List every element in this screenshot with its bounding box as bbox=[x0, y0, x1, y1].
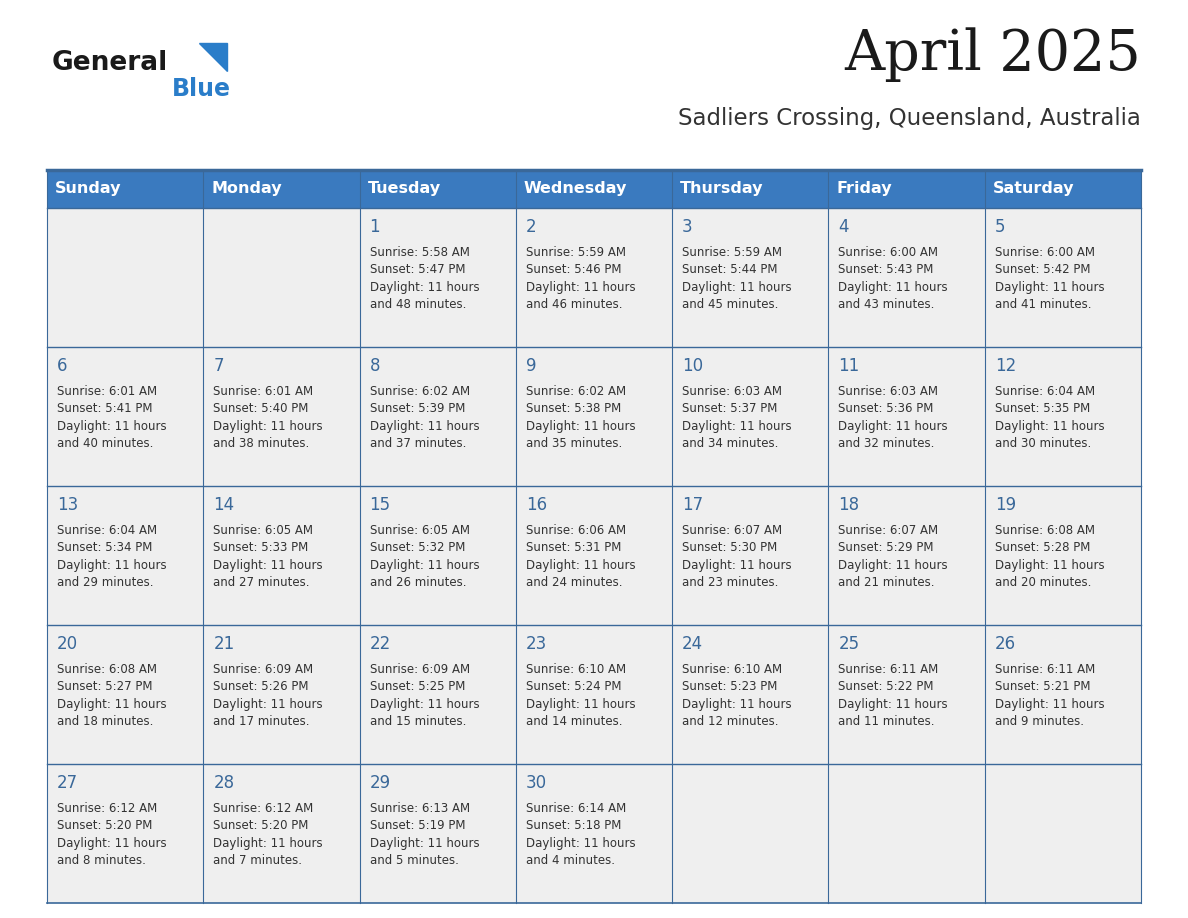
Text: Sunrise: 5:59 AM
Sunset: 5:46 PM
Daylight: 11 hours
and 46 minutes.: Sunrise: 5:59 AM Sunset: 5:46 PM Dayligh… bbox=[526, 246, 636, 311]
Text: 19: 19 bbox=[994, 496, 1016, 514]
Text: 14: 14 bbox=[214, 496, 234, 514]
Text: Sunrise: 6:01 AM
Sunset: 5:40 PM
Daylight: 11 hours
and 38 minutes.: Sunrise: 6:01 AM Sunset: 5:40 PM Dayligh… bbox=[214, 385, 323, 451]
Text: Sunrise: 6:06 AM
Sunset: 5:31 PM
Daylight: 11 hours
and 24 minutes.: Sunrise: 6:06 AM Sunset: 5:31 PM Dayligh… bbox=[526, 524, 636, 589]
Text: Sunrise: 6:12 AM
Sunset: 5:20 PM
Daylight: 11 hours
and 8 minutes.: Sunrise: 6:12 AM Sunset: 5:20 PM Dayligh… bbox=[57, 802, 166, 868]
Text: Sunrise: 6:07 AM
Sunset: 5:29 PM
Daylight: 11 hours
and 21 minutes.: Sunrise: 6:07 AM Sunset: 5:29 PM Dayligh… bbox=[839, 524, 948, 589]
Text: Sunrise: 6:08 AM
Sunset: 5:27 PM
Daylight: 11 hours
and 18 minutes.: Sunrise: 6:08 AM Sunset: 5:27 PM Dayligh… bbox=[57, 663, 166, 728]
Text: 30: 30 bbox=[526, 774, 546, 792]
Text: Blue: Blue bbox=[172, 77, 230, 101]
Text: Sunrise: 6:13 AM
Sunset: 5:19 PM
Daylight: 11 hours
and 5 minutes.: Sunrise: 6:13 AM Sunset: 5:19 PM Dayligh… bbox=[369, 802, 479, 868]
Text: 7: 7 bbox=[214, 357, 223, 375]
Bar bbox=[985, 170, 1140, 207]
Text: 29: 29 bbox=[369, 774, 391, 792]
Bar bbox=[48, 486, 1140, 625]
Text: Sunrise: 6:00 AM
Sunset: 5:43 PM
Daylight: 11 hours
and 43 minutes.: Sunrise: 6:00 AM Sunset: 5:43 PM Dayligh… bbox=[839, 246, 948, 311]
Text: 10: 10 bbox=[682, 357, 703, 375]
Bar bbox=[360, 170, 516, 207]
Text: Sunrise: 6:04 AM
Sunset: 5:34 PM
Daylight: 11 hours
and 29 minutes.: Sunrise: 6:04 AM Sunset: 5:34 PM Dayligh… bbox=[57, 524, 166, 589]
Bar bbox=[48, 207, 1140, 347]
Text: 16: 16 bbox=[526, 496, 546, 514]
Text: Sunrise: 6:03 AM
Sunset: 5:36 PM
Daylight: 11 hours
and 32 minutes.: Sunrise: 6:03 AM Sunset: 5:36 PM Dayligh… bbox=[839, 385, 948, 451]
Text: Sunrise: 5:58 AM
Sunset: 5:47 PM
Daylight: 11 hours
and 48 minutes.: Sunrise: 5:58 AM Sunset: 5:47 PM Dayligh… bbox=[369, 246, 479, 311]
Bar bbox=[203, 170, 360, 207]
Bar bbox=[672, 170, 828, 207]
Text: Sunrise: 6:10 AM
Sunset: 5:23 PM
Daylight: 11 hours
and 12 minutes.: Sunrise: 6:10 AM Sunset: 5:23 PM Dayligh… bbox=[682, 663, 791, 728]
Text: Sunrise: 6:09 AM
Sunset: 5:25 PM
Daylight: 11 hours
and 15 minutes.: Sunrise: 6:09 AM Sunset: 5:25 PM Dayligh… bbox=[369, 663, 479, 728]
Text: 5: 5 bbox=[994, 218, 1005, 236]
Polygon shape bbox=[200, 43, 227, 71]
Text: Sunrise: 6:07 AM
Sunset: 5:30 PM
Daylight: 11 hours
and 23 minutes.: Sunrise: 6:07 AM Sunset: 5:30 PM Dayligh… bbox=[682, 524, 791, 589]
Text: Sunrise: 6:10 AM
Sunset: 5:24 PM
Daylight: 11 hours
and 14 minutes.: Sunrise: 6:10 AM Sunset: 5:24 PM Dayligh… bbox=[526, 663, 636, 728]
Text: 9: 9 bbox=[526, 357, 536, 375]
Bar bbox=[48, 764, 1140, 903]
Text: 18: 18 bbox=[839, 496, 860, 514]
Text: 11: 11 bbox=[839, 357, 860, 375]
Text: Sunrise: 6:02 AM
Sunset: 5:39 PM
Daylight: 11 hours
and 37 minutes.: Sunrise: 6:02 AM Sunset: 5:39 PM Dayligh… bbox=[369, 385, 479, 451]
Bar bbox=[48, 625, 1140, 764]
Text: 4: 4 bbox=[839, 218, 849, 236]
Text: 6: 6 bbox=[57, 357, 68, 375]
Text: 15: 15 bbox=[369, 496, 391, 514]
Text: 24: 24 bbox=[682, 635, 703, 653]
Text: Friday: Friday bbox=[836, 182, 892, 196]
Text: Sunrise: 6:14 AM
Sunset: 5:18 PM
Daylight: 11 hours
and 4 minutes.: Sunrise: 6:14 AM Sunset: 5:18 PM Dayligh… bbox=[526, 802, 636, 868]
Text: Thursday: Thursday bbox=[680, 182, 764, 196]
Text: Sunrise: 6:05 AM
Sunset: 5:33 PM
Daylight: 11 hours
and 27 minutes.: Sunrise: 6:05 AM Sunset: 5:33 PM Dayligh… bbox=[214, 524, 323, 589]
Text: 21: 21 bbox=[214, 635, 234, 653]
Text: Sunrise: 6:05 AM
Sunset: 5:32 PM
Daylight: 11 hours
and 26 minutes.: Sunrise: 6:05 AM Sunset: 5:32 PM Dayligh… bbox=[369, 524, 479, 589]
Text: General: General bbox=[52, 50, 169, 76]
Text: Saturday: Saturday bbox=[992, 182, 1074, 196]
Text: Sunday: Sunday bbox=[55, 182, 121, 196]
Bar bbox=[516, 170, 672, 207]
Text: 8: 8 bbox=[369, 357, 380, 375]
Text: April 2025: April 2025 bbox=[845, 27, 1140, 82]
Text: Sunrise: 6:11 AM
Sunset: 5:21 PM
Daylight: 11 hours
and 9 minutes.: Sunrise: 6:11 AM Sunset: 5:21 PM Dayligh… bbox=[994, 663, 1105, 728]
Text: Wednesday: Wednesday bbox=[524, 182, 627, 196]
Text: 1: 1 bbox=[369, 218, 380, 236]
Text: Sunrise: 6:03 AM
Sunset: 5:37 PM
Daylight: 11 hours
and 34 minutes.: Sunrise: 6:03 AM Sunset: 5:37 PM Dayligh… bbox=[682, 385, 791, 451]
Text: 22: 22 bbox=[369, 635, 391, 653]
Text: 2: 2 bbox=[526, 218, 537, 236]
Text: 12: 12 bbox=[994, 357, 1016, 375]
Bar bbox=[48, 170, 203, 207]
Text: Tuesday: Tuesday bbox=[367, 182, 441, 196]
Text: Sunrise: 6:11 AM
Sunset: 5:22 PM
Daylight: 11 hours
and 11 minutes.: Sunrise: 6:11 AM Sunset: 5:22 PM Dayligh… bbox=[839, 663, 948, 728]
Text: Sunrise: 5:59 AM
Sunset: 5:44 PM
Daylight: 11 hours
and 45 minutes.: Sunrise: 5:59 AM Sunset: 5:44 PM Dayligh… bbox=[682, 246, 791, 311]
Text: Sunrise: 6:00 AM
Sunset: 5:42 PM
Daylight: 11 hours
and 41 minutes.: Sunrise: 6:00 AM Sunset: 5:42 PM Dayligh… bbox=[994, 246, 1105, 311]
Text: 13: 13 bbox=[57, 496, 78, 514]
Text: Sunrise: 6:01 AM
Sunset: 5:41 PM
Daylight: 11 hours
and 40 minutes.: Sunrise: 6:01 AM Sunset: 5:41 PM Dayligh… bbox=[57, 385, 166, 451]
Bar bbox=[48, 347, 1140, 486]
Text: 20: 20 bbox=[57, 635, 78, 653]
Text: 25: 25 bbox=[839, 635, 860, 653]
Text: Sunrise: 6:08 AM
Sunset: 5:28 PM
Daylight: 11 hours
and 20 minutes.: Sunrise: 6:08 AM Sunset: 5:28 PM Dayligh… bbox=[994, 524, 1105, 589]
Text: Monday: Monday bbox=[211, 182, 282, 196]
Text: 27: 27 bbox=[57, 774, 78, 792]
Text: 17: 17 bbox=[682, 496, 703, 514]
Text: Sunrise: 6:04 AM
Sunset: 5:35 PM
Daylight: 11 hours
and 30 minutes.: Sunrise: 6:04 AM Sunset: 5:35 PM Dayligh… bbox=[994, 385, 1105, 451]
Text: Sunrise: 6:09 AM
Sunset: 5:26 PM
Daylight: 11 hours
and 17 minutes.: Sunrise: 6:09 AM Sunset: 5:26 PM Dayligh… bbox=[214, 663, 323, 728]
Text: 26: 26 bbox=[994, 635, 1016, 653]
Text: Sunrise: 6:12 AM
Sunset: 5:20 PM
Daylight: 11 hours
and 7 minutes.: Sunrise: 6:12 AM Sunset: 5:20 PM Dayligh… bbox=[214, 802, 323, 868]
Text: Sunrise: 6:02 AM
Sunset: 5:38 PM
Daylight: 11 hours
and 35 minutes.: Sunrise: 6:02 AM Sunset: 5:38 PM Dayligh… bbox=[526, 385, 636, 451]
Text: 23: 23 bbox=[526, 635, 548, 653]
Text: Sadliers Crossing, Queensland, Australia: Sadliers Crossing, Queensland, Australia bbox=[678, 107, 1140, 130]
Bar bbox=[828, 170, 985, 207]
Text: 3: 3 bbox=[682, 218, 693, 236]
Text: 28: 28 bbox=[214, 774, 234, 792]
